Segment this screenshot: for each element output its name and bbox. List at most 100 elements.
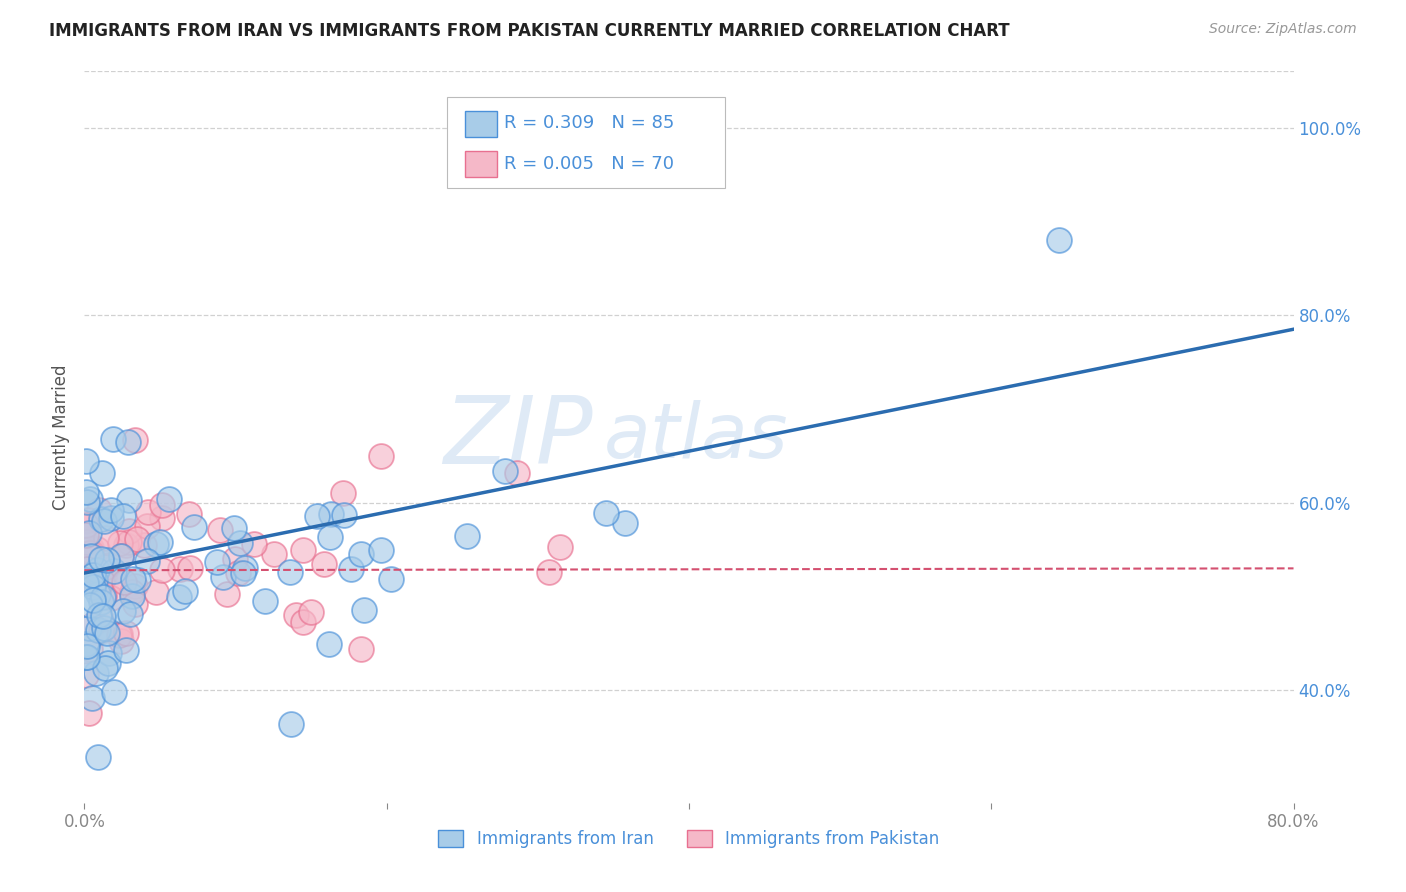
Point (93, 570, 115, 584)
Point (135, 554, 157, 568)
Point (75, 668, 97, 682)
Text: atlas: atlas (605, 401, 789, 474)
Point (91, 466, 114, 480)
Point (233, 561, 256, 575)
Point (226, 566, 249, 581)
Point (77, 525, 100, 540)
Point (136, 518, 159, 533)
Point (370, 542, 392, 557)
Point (350, 547, 373, 561)
Point (94, 661, 117, 675)
Point (90, 624, 112, 638)
Point (107, 627, 129, 641)
Point (80, 545, 103, 559)
Point (299, 605, 322, 619)
Point (87, 749, 110, 764)
Point (114, 642, 136, 657)
Point (77, 706, 100, 720)
Point (224, 552, 246, 566)
Point (76, 649, 98, 664)
Point (614, 516, 637, 530)
Y-axis label: Currently Married: Currently Married (52, 364, 70, 510)
Point (285, 608, 308, 623)
Point (100, 510, 122, 524)
Point (80, 541, 103, 555)
Point (152, 498, 174, 512)
Point (380, 572, 402, 586)
Point (183, 520, 205, 534)
Point (84, 581, 107, 595)
Point (229, 535, 252, 549)
Point (79, 546, 101, 560)
Point (75, 650, 97, 665)
Point (77, 621, 100, 635)
Point (120, 607, 142, 621)
Point (291, 543, 314, 558)
Point (370, 450, 392, 464)
Point (96, 626, 118, 640)
Point (76, 637, 98, 651)
Point (117, 434, 139, 449)
Point (179, 508, 201, 522)
Point (110, 549, 132, 564)
Point (319, 530, 342, 544)
Point (1047, 233, 1070, 247)
Point (150, 563, 173, 577)
Point (114, 538, 136, 552)
Point (84, 573, 107, 587)
Point (75, 518, 97, 533)
Point (537, 566, 560, 580)
Point (80, 617, 103, 632)
Point (456, 529, 478, 543)
Point (159, 492, 181, 507)
Point (243, 537, 266, 551)
Point (90, 574, 112, 589)
Text: IMMIGRANTS FROM IRAN VS IMMIGRANTS FROM PAKISTAN CURRENTLY MARRIED CORRELATION C: IMMIGRANTS FROM IRAN VS IMMIGRANTS FROM … (49, 22, 1010, 40)
Point (84, 666, 107, 681)
Point (97, 646, 120, 660)
Point (112, 604, 135, 618)
Point (77, 513, 100, 527)
Point (136, 505, 159, 519)
Point (101, 433, 124, 447)
Point (548, 540, 571, 554)
Point (169, 562, 191, 576)
Point (173, 584, 195, 599)
Point (94, 531, 117, 545)
Point (97, 657, 120, 671)
Point (112, 575, 135, 590)
Point (494, 464, 516, 478)
Point (75, 485, 97, 500)
Point (93, 621, 115, 635)
Point (87, 623, 110, 637)
Point (75, 527, 97, 541)
Point (321, 507, 343, 521)
Point (506, 466, 529, 480)
Point (280, 717, 302, 731)
Point (350, 641, 373, 656)
Point (100, 502, 122, 516)
Point (332, 485, 354, 500)
Point (98, 558, 121, 573)
Point (96, 559, 118, 574)
Point (353, 603, 375, 617)
Point (150, 511, 173, 525)
Point (75, 454, 97, 468)
Point (118, 524, 141, 538)
Point (232, 566, 254, 580)
Point (110, 549, 132, 564)
Point (89, 607, 111, 622)
Point (124, 579, 146, 593)
Point (122, 572, 145, 586)
FancyBboxPatch shape (465, 151, 496, 178)
Point (79, 491, 101, 506)
Point (93, 589, 115, 603)
Point (108, 535, 131, 549)
Point (87, 586, 110, 600)
Point (125, 532, 148, 546)
Point (79, 598, 101, 612)
Point (209, 523, 232, 537)
Point (91, 590, 114, 604)
Point (96, 553, 118, 567)
Point (212, 570, 235, 584)
